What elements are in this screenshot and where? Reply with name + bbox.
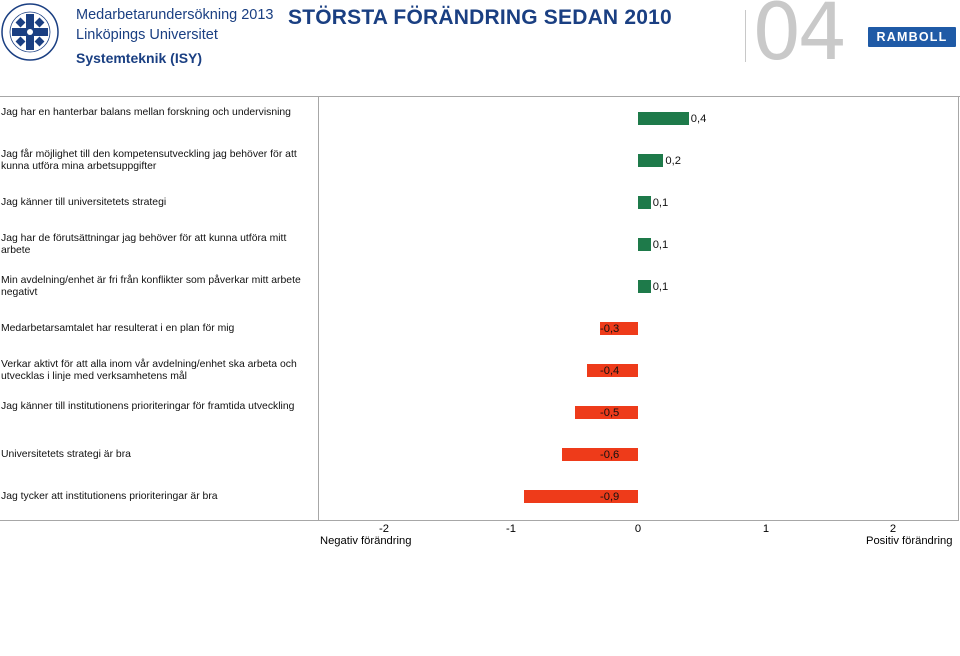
bar	[638, 196, 651, 209]
x-tick-label: 0	[634, 523, 642, 535]
value-label: 0,1	[652, 197, 669, 209]
value-label: -0,5	[600, 407, 620, 419]
category-label: Universitetets strategi är bra	[1, 449, 131, 460]
value-label: -0,9	[600, 491, 620, 503]
category-label: Medarbetarsamtalet har resulterat i en p…	[1, 323, 235, 334]
x-tick-label: -2	[379, 523, 389, 535]
bar	[638, 280, 651, 293]
x-tick-label: 2	[889, 523, 897, 535]
category-label: Jag känner till institutionens prioriter…	[1, 401, 295, 412]
category-label: Jag känner till universitetets strategi	[1, 197, 167, 208]
page-title: STÖRSTA FÖRÄNDRING SEDAN 2010	[288, 6, 672, 29]
value-label: 0,1	[652, 239, 669, 251]
bar	[638, 238, 651, 251]
value-label: -0,6	[600, 449, 620, 461]
page-number: 04	[752, 0, 847, 78]
value-label: 0,1	[652, 281, 669, 293]
category-label: Jag har en hanterbar balans mellan forsk…	[1, 107, 291, 118]
header-divider	[745, 10, 746, 62]
bar	[523, 490, 638, 503]
bar	[638, 112, 689, 125]
value-label: 0,2	[665, 155, 681, 167]
university-name: Linköpings Universitet	[76, 27, 218, 43]
category-label: Jag får möjlighet till den kompetensutve…	[1, 149, 297, 172]
university-logo	[1, 3, 59, 61]
bar	[599, 322, 638, 335]
brand-logo: RAMBOLL	[868, 27, 956, 47]
department-name: Systemteknik (ISY)	[76, 50, 203, 66]
value-label: -0,4	[600, 365, 620, 377]
category-label: Min avdelning/enhet är fri från konflikt…	[1, 275, 301, 298]
value-label: -0,3	[600, 323, 620, 335]
label-column-divider	[318, 96, 319, 521]
category-label: Jag tycker att institutionens prioriteri…	[1, 491, 218, 502]
category-label: Verkar aktivt för att alla inom vår avde…	[1, 359, 297, 382]
chart-frame	[0, 96, 959, 521]
negative-axis-label: Negativ förändring	[320, 535, 412, 547]
positive-axis-label: Positiv förändring	[866, 535, 953, 547]
bar	[574, 406, 638, 419]
bar	[587, 364, 638, 377]
bar	[561, 448, 638, 461]
x-tick-label: 1	[762, 523, 770, 535]
survey-title: Medarbetarundersökning 2013	[76, 7, 274, 23]
category-label: Jag har de förutsättningar jag behöver f…	[1, 233, 287, 256]
value-label: 0,4	[690, 113, 707, 125]
bar	[638, 154, 664, 167]
report-header: Medarbetarundersökning 2013 Linköpings U…	[0, 0, 960, 78]
x-tick-label: -1	[506, 523, 516, 535]
